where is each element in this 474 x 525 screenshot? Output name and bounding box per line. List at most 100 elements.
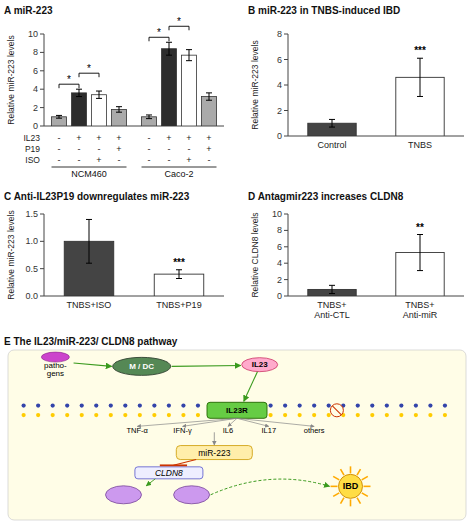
macrophage bbox=[113, 357, 171, 375]
error-stem bbox=[99, 91, 100, 98]
diagram-label: IL6 bbox=[223, 426, 233, 435]
y-tick-label: 1.5 bbox=[25, 209, 38, 219]
bar bbox=[52, 117, 67, 126]
error-stem bbox=[420, 235, 421, 271]
membrane-head bbox=[167, 403, 171, 407]
error-stem bbox=[89, 219, 90, 263]
membrane-head bbox=[181, 403, 185, 407]
y-tick-label: 4 bbox=[277, 258, 282, 268]
starburst-ray bbox=[357, 498, 361, 504]
condition-sign: - bbox=[168, 144, 171, 154]
condition-sign: - bbox=[58, 144, 61, 154]
y-tick bbox=[284, 34, 288, 35]
bar bbox=[182, 55, 197, 126]
membrane-tail bbox=[399, 413, 403, 417]
bar bbox=[92, 95, 107, 126]
membrane-head bbox=[443, 403, 447, 407]
condition-sign: - bbox=[208, 155, 211, 165]
error-cap bbox=[146, 114, 152, 115]
membrane-head bbox=[22, 403, 26, 407]
diagram-label: M / DC bbox=[129, 362, 154, 371]
condition-sign: + bbox=[116, 144, 121, 154]
starburst-ray bbox=[350, 499, 352, 506]
condition-sign: - bbox=[118, 155, 121, 165]
y-tick bbox=[40, 268, 44, 269]
error-cap bbox=[176, 278, 182, 279]
significance-label: * bbox=[157, 27, 161, 38]
y-tick-label: 8 bbox=[277, 225, 282, 235]
error-cap bbox=[329, 285, 335, 286]
membrane-head bbox=[80, 403, 84, 407]
membrane-tail bbox=[167, 413, 171, 417]
group-line bbox=[142, 167, 217, 168]
y-tick bbox=[40, 214, 44, 215]
error-cap bbox=[116, 112, 122, 113]
condition-sign: + bbox=[206, 133, 211, 143]
starburst-ray bbox=[357, 469, 361, 475]
significance-label: * bbox=[177, 16, 181, 27]
starburst-ray bbox=[364, 486, 371, 488]
membrane-tail bbox=[51, 413, 55, 417]
y-tick-label: 2 bbox=[277, 275, 282, 285]
error-stem bbox=[149, 115, 150, 119]
y-tick bbox=[284, 85, 288, 86]
error-bar bbox=[206, 93, 212, 100]
membrane-tail bbox=[94, 413, 98, 417]
diagram-label: IL23R bbox=[226, 406, 248, 415]
y-tick-label: 2 bbox=[277, 106, 282, 116]
error-stem bbox=[209, 93, 210, 100]
x-tick-label-line: Control bbox=[317, 140, 346, 150]
diagram-arrow bbox=[214, 432, 215, 445]
error-stem bbox=[119, 107, 120, 113]
y-tick-label: 6 bbox=[33, 66, 38, 76]
diagram-arrow bbox=[146, 479, 155, 486]
x-tick-label-line: Anti-miR bbox=[403, 310, 438, 320]
error-stem bbox=[420, 58, 421, 96]
starburst-ray bbox=[341, 469, 345, 475]
y-tick-label: 4 bbox=[33, 84, 38, 94]
error-cap bbox=[86, 219, 92, 220]
starburst-ray bbox=[333, 476, 339, 480]
membrane-head bbox=[65, 403, 69, 407]
error-bar bbox=[329, 119, 335, 127]
y-tick bbox=[40, 70, 44, 71]
error-cap bbox=[417, 58, 423, 59]
error-cap bbox=[146, 118, 152, 119]
starburst-ray bbox=[350, 466, 352, 473]
y-tick bbox=[284, 230, 288, 231]
y-tick-label: 1.0 bbox=[25, 236, 38, 246]
panel: D Antagmir223 increases CLDN80246810Rela… bbox=[248, 191, 464, 320]
diagram-label: others bbox=[304, 426, 325, 435]
error-bar bbox=[86, 219, 92, 263]
error-cap bbox=[417, 234, 423, 235]
starburst-ray bbox=[362, 476, 368, 480]
diagram-label: IFN-γ bbox=[173, 426, 192, 435]
panel: C Anti-IL23P19 downregulates miR-2230.00… bbox=[4, 191, 224, 310]
membrane-tail bbox=[22, 413, 26, 417]
membrane-head bbox=[312, 403, 316, 407]
group-label: NCM460 bbox=[71, 169, 107, 179]
figure: A miR-2230246810Relative miR-223 levels*… bbox=[0, 0, 474, 525]
error-bar bbox=[176, 270, 182, 279]
y-tick bbox=[284, 59, 288, 60]
panel: B miR-223 in TNBS-induced IBD02468Relati… bbox=[248, 5, 464, 150]
membrane-tail bbox=[196, 413, 200, 417]
error-cap bbox=[166, 42, 172, 43]
x-tick-label: Control bbox=[317, 140, 346, 150]
x-tick-label: TNBS+ISO bbox=[67, 300, 112, 310]
diagram-label: IL17 bbox=[261, 426, 276, 435]
significance-label: *** bbox=[414, 45, 426, 56]
group-line bbox=[52, 167, 127, 168]
error-bar bbox=[417, 235, 423, 271]
diagram-arrow bbox=[74, 363, 112, 366]
membrane-head bbox=[399, 403, 403, 407]
y-tick bbox=[40, 241, 44, 242]
significance-label: * bbox=[67, 74, 71, 85]
membrane-tail bbox=[152, 413, 156, 417]
panel-title: E The IL23/miR-223/ CLDN8 pathway bbox=[4, 336, 178, 347]
membrane-tail bbox=[428, 413, 432, 417]
error-bar bbox=[146, 115, 152, 119]
diagram-arrow bbox=[244, 372, 258, 402]
condition-sign: + bbox=[186, 133, 191, 143]
group-label: Caco-2 bbox=[164, 169, 193, 179]
